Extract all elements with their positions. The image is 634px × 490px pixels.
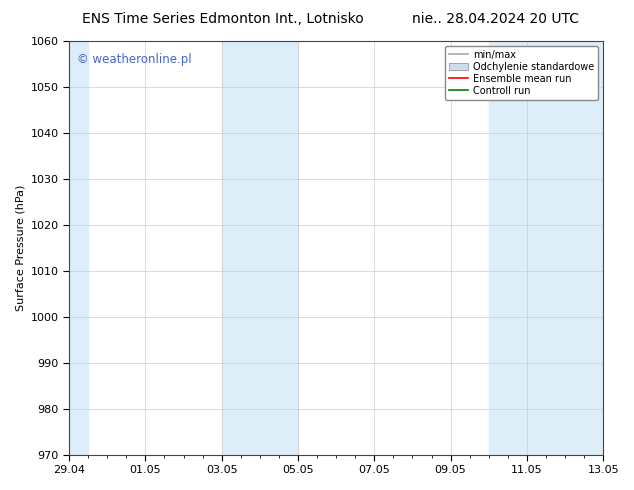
Bar	[222, 41, 298, 455]
Text: nie.. 28.04.2024 20 UTC: nie.. 28.04.2024 20 UTC	[412, 12, 579, 26]
Y-axis label: Surface Pressure (hPa): Surface Pressure (hPa)	[15, 185, 25, 311]
Text: ENS Time Series Edmonton Int., Lotnisko: ENS Time Series Edmonton Int., Lotnisko	[82, 12, 364, 26]
Text: © weatheronline.pl: © weatheronline.pl	[77, 53, 191, 67]
Bar	[65, 41, 88, 455]
Legend: min/max, Odchylenie standardowe, Ensemble mean run, Controll run: min/max, Odchylenie standardowe, Ensembl…	[445, 46, 598, 99]
Bar	[489, 41, 607, 455]
